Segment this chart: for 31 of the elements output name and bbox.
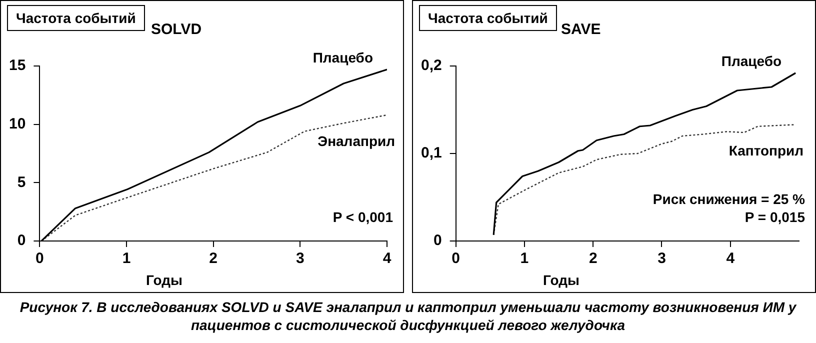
y-tick-label: 0 (17, 232, 26, 250)
x-tick-label: 0 (452, 250, 460, 268)
x-tick-label: 3 (658, 250, 666, 268)
series-label: Эналаприл (318, 132, 395, 149)
y-tick-label: 0,1 (420, 144, 442, 162)
x-tick-label: 4 (726, 250, 736, 268)
x-tick-label: 1 (520, 250, 529, 268)
x-tick-label: 2 (588, 250, 598, 268)
y-tick-label: 0,2 (420, 57, 442, 74)
series-label: Каптоприл (728, 142, 804, 158)
x-axis-title: Годы (146, 272, 182, 288)
text: Рисунок 7. В исследованиях SOLVD и SAVE эналаприл и каптоприл уменьшали частоту возникновения ИМ у пациентов с систолической дисфункцией левого желудочка (18, 298, 798, 334)
chart-title: SAVE (561, 21, 601, 38)
annotation: P = 0,015 (744, 208, 806, 225)
x-tick-label: 2 (209, 250, 218, 268)
y-tick-label: 10 (8, 115, 26, 132)
x-tick-label: 0 (36, 250, 44, 268)
y-axis-title: Частота событий (7, 5, 145, 31)
x-axis-title: Годы (543, 272, 580, 288)
y-tick-label: 5 (17, 174, 26, 191)
series-label: Плацебо (312, 49, 373, 66)
series-label: Плацебо (721, 52, 782, 69)
y-tick-label: 15 (8, 57, 26, 74)
x-tick-label: 3 (296, 250, 304, 268)
annotation: P < 0,001 (332, 208, 394, 225)
y-tick-label: 0 (434, 232, 442, 250)
x-tick-label: 1 (122, 250, 131, 268)
x-tick-label: 4 (382, 250, 392, 268)
y-axis-title: Частота событий (419, 5, 557, 31)
annotation: Риск снижения = 25 % (652, 190, 806, 207)
chart-title: SOLVD (151, 21, 202, 38)
